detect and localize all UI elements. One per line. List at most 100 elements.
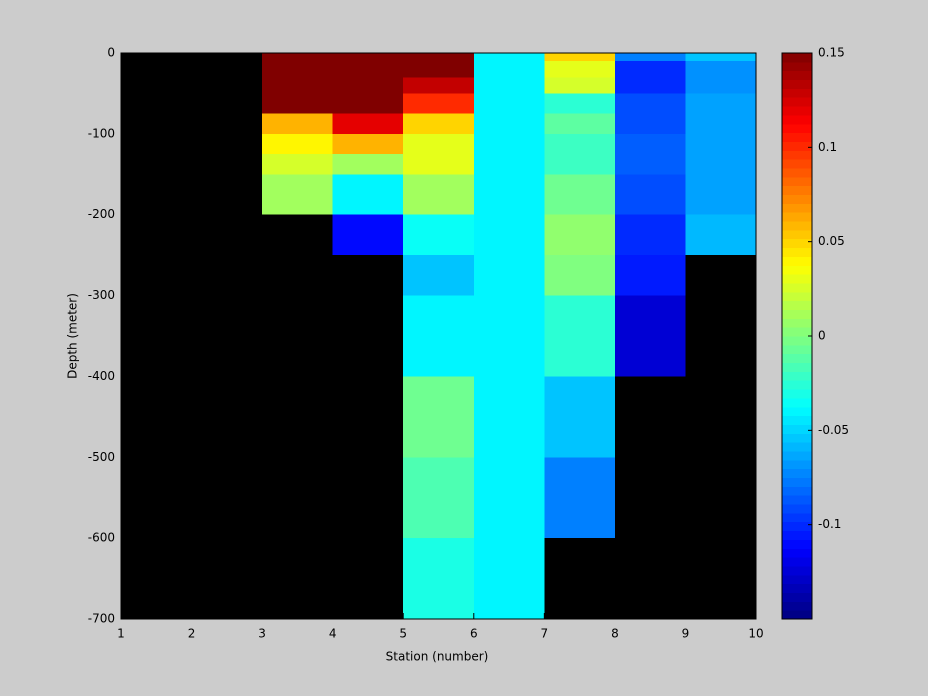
heat-cell [614,295,686,377]
y-tick-label: -600 [88,531,115,545]
heat-cell [262,53,333,62]
colorbar-swatch [782,141,812,151]
heat-cell [332,214,404,256]
colorbar-swatch [782,344,812,355]
x-axis-label: Station (number) [386,650,489,664]
colorbar-swatch [782,318,812,328]
colorbar-swatch [782,53,812,63]
y-tick-label: -500 [88,450,115,464]
heat-cell [685,77,756,94]
colorbar-swatch [782,132,812,142]
colorbar-swatch [782,114,812,125]
heat-cell [685,214,756,256]
heat-cell [473,133,545,155]
colorbar-tick-label: -0.1 [818,517,841,531]
x-tick-label: 2 [188,627,196,641]
heat-cell [473,77,545,94]
heat-cell [403,457,474,539]
colorbar-swatch [782,468,812,478]
heat-cell [332,61,404,70]
colorbar-swatch [782,380,812,390]
y-tick-label: -200 [88,207,115,221]
colorbar-swatch [782,495,812,505]
heat-cell [262,77,333,94]
heat-cell [262,93,333,114]
x-tick-label: 5 [399,627,407,641]
colorbar-swatch [782,212,812,222]
heat-cell [332,174,404,215]
colorbar-swatch [782,371,812,381]
colorbar-swatch [782,336,812,346]
colorbar-tick-label: -0.05 [818,423,849,437]
heat-cell [403,69,474,78]
heat-cell [403,113,474,134]
colorbar-swatch [782,583,812,593]
colorbar-swatch [782,185,812,195]
heat-cell [262,113,333,134]
heat-cell [332,69,404,78]
colorbar-swatch [782,309,812,319]
colorbar-swatch [782,167,812,178]
colorbar-swatch [782,61,812,72]
colorbar-swatch [782,557,812,567]
colorbar-swatch [782,88,812,98]
heat-cell [614,77,686,94]
heat-cell [685,133,756,155]
heat-cell [614,93,686,114]
heat-cell [403,295,474,377]
colorbar-swatch [782,459,812,470]
colorbar-swatch [782,203,812,213]
heat-cell [403,61,474,70]
heat-cell [544,295,615,377]
heat-cell [685,174,756,215]
colorbar-swatch [782,106,812,116]
colorbar-swatch [782,486,812,496]
colorbar-swatch [782,610,812,620]
colorbar-swatch [782,521,812,532]
colorbar-swatch [782,123,812,134]
heat-cell [473,113,545,134]
colorbar-swatch [782,150,812,160]
colorbar-swatch [782,565,812,576]
heat-cell [544,113,615,134]
heat-cell [544,133,615,155]
heat-cell [685,93,756,114]
heat-cell [473,69,545,78]
heat-cell [544,457,615,539]
colorbar-swatch [782,415,812,425]
heat-cell [473,53,545,62]
heat-cell [403,133,474,155]
heat-cell [614,133,686,155]
colorbar-swatch [782,274,812,284]
heat-cell [473,93,545,114]
heat-cell [473,457,545,539]
colorbar-swatch [782,327,812,337]
heat-cell [332,93,404,114]
heat-cell [332,77,404,94]
heat-cell [544,376,615,458]
colorbar-swatch [782,256,812,266]
heat-cell [332,113,404,134]
heat-cell [403,255,474,296]
heat-cell [403,154,474,175]
colorbar-swatch [782,433,812,443]
colorbar-swatch [782,362,812,372]
heat-cell [544,61,615,70]
colorbar-swatch [782,397,812,408]
x-tick-label: 1 [117,627,125,641]
heat-cell [262,133,333,155]
colorbar-tick-label: 0.1 [818,140,837,154]
colorbar-swatch [782,512,812,523]
colorbar-swatch [782,406,812,417]
colorbar-swatch [782,247,812,257]
heat-cell [544,69,615,78]
heat-cell [473,376,545,458]
colorbar-swatch [782,79,812,89]
heat-cell [544,93,615,114]
heat-cell [614,61,686,70]
colorbar-swatch [782,176,812,187]
colorbar-swatch [782,504,812,514]
colorbar-tick-label: 0.05 [818,234,845,248]
y-axis-label: Depth (meter) [66,293,80,379]
